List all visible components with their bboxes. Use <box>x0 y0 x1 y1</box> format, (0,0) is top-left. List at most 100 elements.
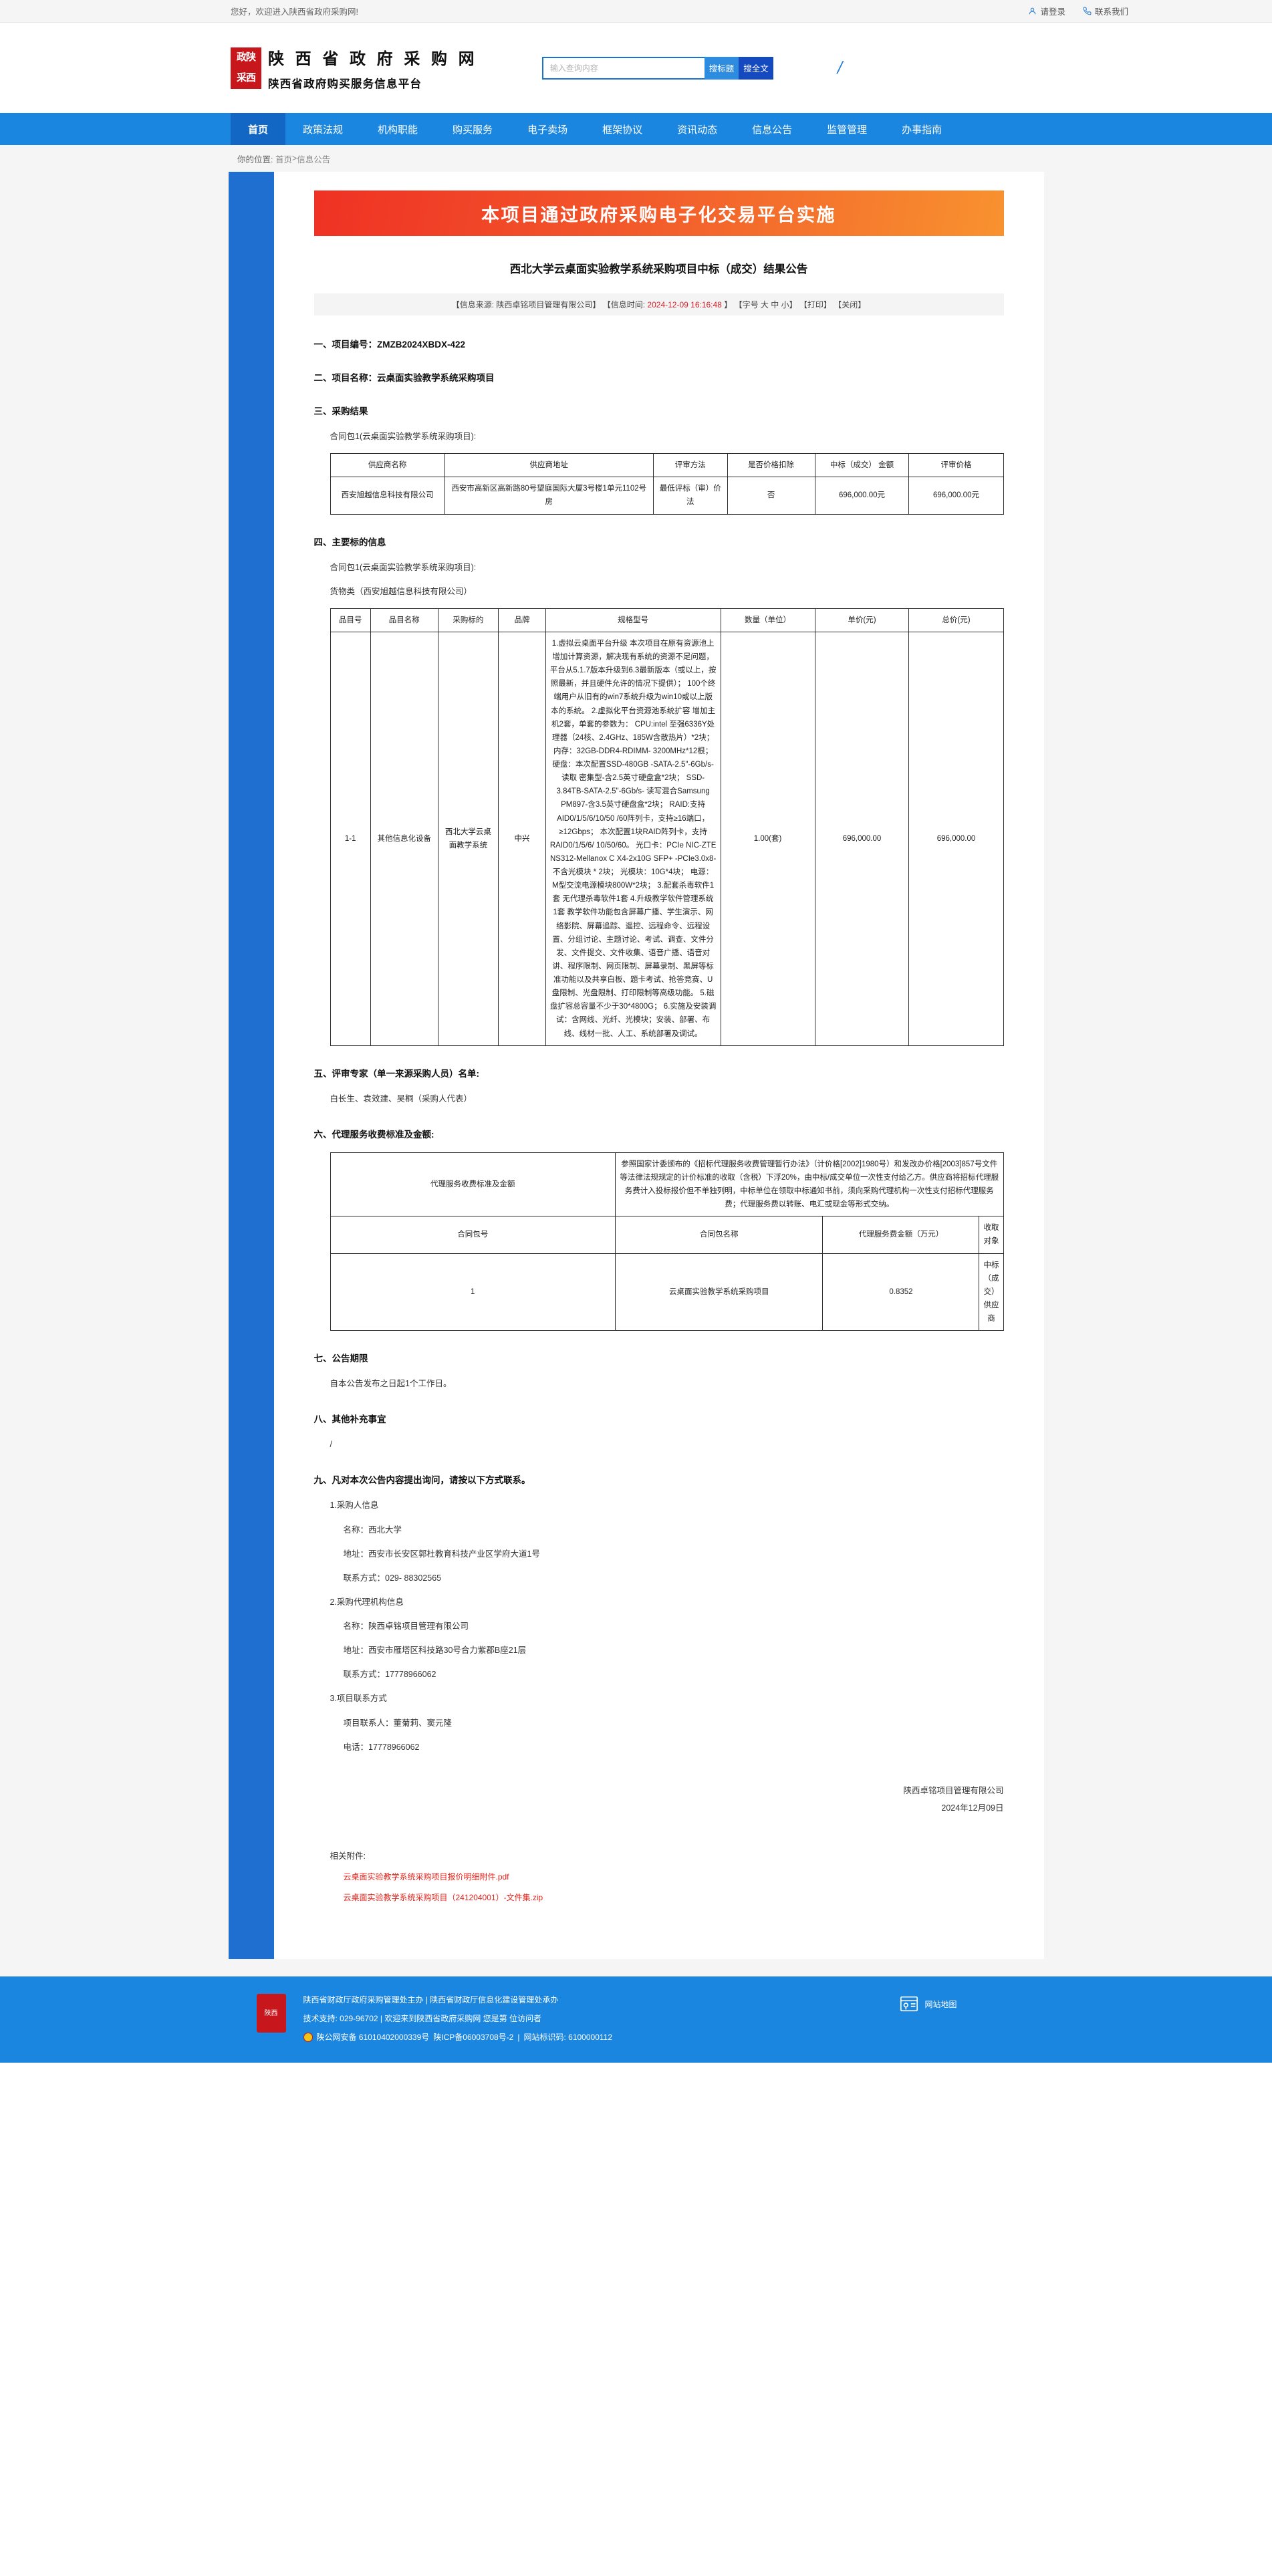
site-title: 陕 西 省 政 府 采 购 网 <box>268 49 478 68</box>
cell-subject: 西北大学云桌面教学系统 <box>437 631 499 1046</box>
logo-seal-icon: 政陕 采西 <box>231 47 261 89</box>
print-button[interactable]: 【打印】 <box>799 300 832 309</box>
contact-purchaser-tel: 联系方式：029- 88302565 <box>344 1571 1004 1586</box>
meta-source-value: 陕西卓铭项目管理有限公司】 <box>496 300 601 309</box>
attachment-link-pdf[interactable]: 云桌面实验教学系统采购项目报价明细附件.pdf <box>343 1872 509 1882</box>
cell-price-deduction: 否 <box>727 477 815 515</box>
footer-separator: | <box>517 2032 520 2042</box>
nav-item-news[interactable]: 资讯动态 <box>677 124 718 136</box>
th-package-no: 合同包号 <box>330 1216 616 1254</box>
close-button[interactable]: 【关闭】 <box>834 300 866 309</box>
nav-item-announcements[interactable]: 信息公告 <box>752 124 793 136</box>
article-meta: 【信息来源: 陕西卓铭项目管理有限公司】 【信息时间: 2024-12-09 1… <box>313 293 1004 315</box>
cell-quantity: 1.00(套) <box>720 631 815 1046</box>
search-fulltext-button[interactable]: 搜全文 <box>739 56 773 80</box>
contact-project-person: 项目联系人：董菊莉、窦元隆 <box>344 1716 1004 1731</box>
contact-purchaser-head: 1.采购人信息 <box>330 1501 379 1511</box>
footer-line-legal: 陕公网安备 61010402000339号 陕ICP备06003708号-2 |… <box>303 2031 882 2043</box>
search-input[interactable] <box>541 56 705 80</box>
attachment-link-zip[interactable]: 云桌面实验教学系统采购项目（241204001）-文件集.zip <box>343 1893 543 1903</box>
contact-purchaser-name: 名称：西北大学 <box>344 1523 1004 1538</box>
attachments-head: 相关附件: <box>330 1851 366 1861</box>
spec-table: 品目号 品目名称 采购标的 品牌 规格型号 数量（单位） 单价(元) 总价(元)… <box>330 608 1004 1046</box>
platform-banner: 本项目通过政府采购电子化交易平台实施 <box>313 190 1004 236</box>
top-utility-bar: 您好，欢迎进入陕西省政府采购网! 请登录 联系我们 <box>0 0 1272 23</box>
signoff-date: 2024年12月09日 <box>941 1803 1004 1813</box>
other-body: / <box>330 1440 332 1450</box>
banner-text: 本项目通过政府采购电子化交易平台实施 <box>481 205 836 226</box>
cell-package-no: 1 <box>330 1253 616 1331</box>
contact-agency-tel: 联系方式：17778966062 <box>344 1667 1004 1682</box>
result-table: 供应商名称 供应商地址 评审方法 是否价格扣除 中标（成交） 金额 评审价格 西… <box>330 453 1004 515</box>
th-package-name: 合同包名称 <box>615 1216 823 1254</box>
th-supplier-address: 供应商地址 <box>444 453 654 478</box>
site-subtitle: 陕西省政府购买服务信息平台 <box>268 78 422 90</box>
footer-line-support: 技术支持: 029-96702 | 欢迎来到陕西省政府采购网 您是第 位访问者 <box>303 2014 542 2024</box>
result-package-label: 合同包1(云桌面实验教学系统采购项目): <box>330 432 477 441</box>
cell-item-no: 1-1 <box>330 631 371 1046</box>
agency-fee-table: 代理服务收费标准及金额 参照国家计委颁布的《招标代理服务收费管理暂行办法》（计价… <box>330 1152 1004 1331</box>
table-row: 代理服务收费标准及金额 参照国家计委颁布的《招标代理服务收费管理暂行办法》（计价… <box>330 1152 1004 1217</box>
contact-link[interactable]: 联系我们 <box>1083 5 1128 17</box>
sitemap-block[interactable]: 网站地图 <box>899 1994 1043 2014</box>
notice-period-body: 自本公告发布之日起1个工作日。 <box>330 1379 452 1389</box>
signoff-company: 陕西卓铭项目管理有限公司 <box>903 1785 1004 1795</box>
search-title-button[interactable]: 搜标题 <box>704 56 739 80</box>
value-address: 西安市长安区郭杜教育科技产业区学府大道1号 <box>368 1549 540 1559</box>
th-award-amount: 中标（成交） 金额 <box>814 453 910 478</box>
article-content: 本项目通过政府采购电子化交易平台实施 西北大学云桌面实验教学系统采购项目中标（成… <box>273 172 1044 1960</box>
cell-fee-description: 参照国家计委颁布的《招标代理服务收费管理暂行办法》（计价格[2002]1980号… <box>615 1152 1004 1217</box>
table-row: 1 云桌面实验教学系统采购项目 0.8352 中标（成交）供应商 <box>330 1253 1004 1331</box>
logo-seal-top: 政陕 <box>236 51 256 63</box>
value-tel: 17778966062 <box>385 1670 436 1680</box>
contact-purchaser-address: 地址：西安市长安区郭杜教育科技产业区学府大道1号 <box>344 1547 1004 1562</box>
meta-time-label: 【信息时间: <box>602 300 646 309</box>
meta-time-close: 】 <box>724 300 733 309</box>
nav-item-policy[interactable]: 政策法规 <box>303 124 344 136</box>
cell-supplier-address: 西安市高新区高新路80号望庭国际大厦3号楼1单元1102号房 <box>444 477 654 515</box>
site-header: 政陕 采西 陕 西 省 政 府 采 购 网 陕西省政府购买服务信息平台 搜标题 … <box>0 23 1272 113</box>
label-tel: 电话： <box>343 1742 369 1752</box>
section-agency-fee-head: 六、代理服务收费标准及金额: <box>313 1129 434 1140</box>
breadcrumb-home[interactable]: 首页 <box>275 154 292 164</box>
page-body: 本项目通过政府采购电子化交易平台实施 西北大学云桌面实验教学系统采购项目中标（成… <box>0 172 1272 1977</box>
cell-award-amount: 696,000.00元 <box>814 477 910 515</box>
map-icon <box>899 1994 919 2014</box>
nav-item-home[interactable]: 首页 <box>231 113 286 145</box>
label-name: 名称： <box>343 1622 369 1631</box>
nav-item-functions[interactable]: 机构职能 <box>378 124 418 136</box>
font-size-control[interactable]: 【字号 大 中 小】 <box>734 300 797 309</box>
search-box[interactable]: 搜标题 搜全文 <box>541 56 773 80</box>
cell-spec-model: 1.虚拟云桌面平台升级 本次项目在原有资源池上增加计算资源，解决现有系统的资源不… <box>545 631 721 1046</box>
experts-names: 白长生、袁效建、吴桐（采购人代表） <box>330 1093 473 1104</box>
cell-package-name: 云桌面实验教学系统采购项目 <box>615 1253 823 1331</box>
nav-item-framework[interactable]: 框架协议 <box>602 124 643 136</box>
icp-record-link[interactable]: 陕ICP备06003708号-2 <box>433 2033 514 2043</box>
table-header-row: 品目号 品目名称 采购标的 品牌 规格型号 数量（单位） 单价(元) 总价(元) <box>330 608 1004 632</box>
nav-item-emarket[interactable]: 电子卖场 <box>527 124 568 136</box>
site-identifier: 网站标识码: 6100000112 <box>523 2033 613 2043</box>
logo-seal-bottom: 采西 <box>236 72 256 84</box>
contact-label: 联系我们 <box>1094 7 1128 17</box>
topbar-actions: 请登录 联系我们 <box>1028 5 1128 17</box>
section-other-head: 八、其他补充事宜 <box>313 1414 386 1425</box>
gov-emblem-icon: 陕西 <box>256 1994 286 2033</box>
welcome-text: 您好，欢迎进入陕西省政府采购网! <box>231 7 358 17</box>
value-tel: 17778966062 <box>368 1742 420 1752</box>
police-badge-icon <box>303 2032 313 2042</box>
login-label: 请登录 <box>1040 7 1065 17</box>
breadcrumb-current[interactable]: 信息公告 <box>297 154 331 164</box>
subject-type-label: 货物类（西安旭越信息科技有限公司） <box>330 586 473 596</box>
nav-item-purchase-service[interactable]: 购买服务 <box>453 124 493 136</box>
section-subject-head: 四、主要标的信息 <box>313 537 386 547</box>
breadcrumb-separator: > <box>291 154 297 163</box>
login-link[interactable]: 请登录 <box>1028 5 1065 17</box>
th-review-method: 评审方法 <box>652 453 728 478</box>
section-notice-period-head: 七、公告期限 <box>313 1354 368 1364</box>
site-logo[interactable]: 政陕 采西 陕 西 省 政 府 采 购 网 陕西省政府购买服务信息平台 <box>231 45 478 91</box>
label-address: 地址： <box>343 1549 369 1559</box>
police-record-link[interactable]: 陕公网安备 61010402000339号 <box>316 2033 430 2043</box>
nav-item-supervision[interactable]: 监管管理 <box>827 124 868 136</box>
nav-item-guide[interactable]: 办事指南 <box>902 124 942 136</box>
label-name: 名称： <box>343 1525 369 1535</box>
